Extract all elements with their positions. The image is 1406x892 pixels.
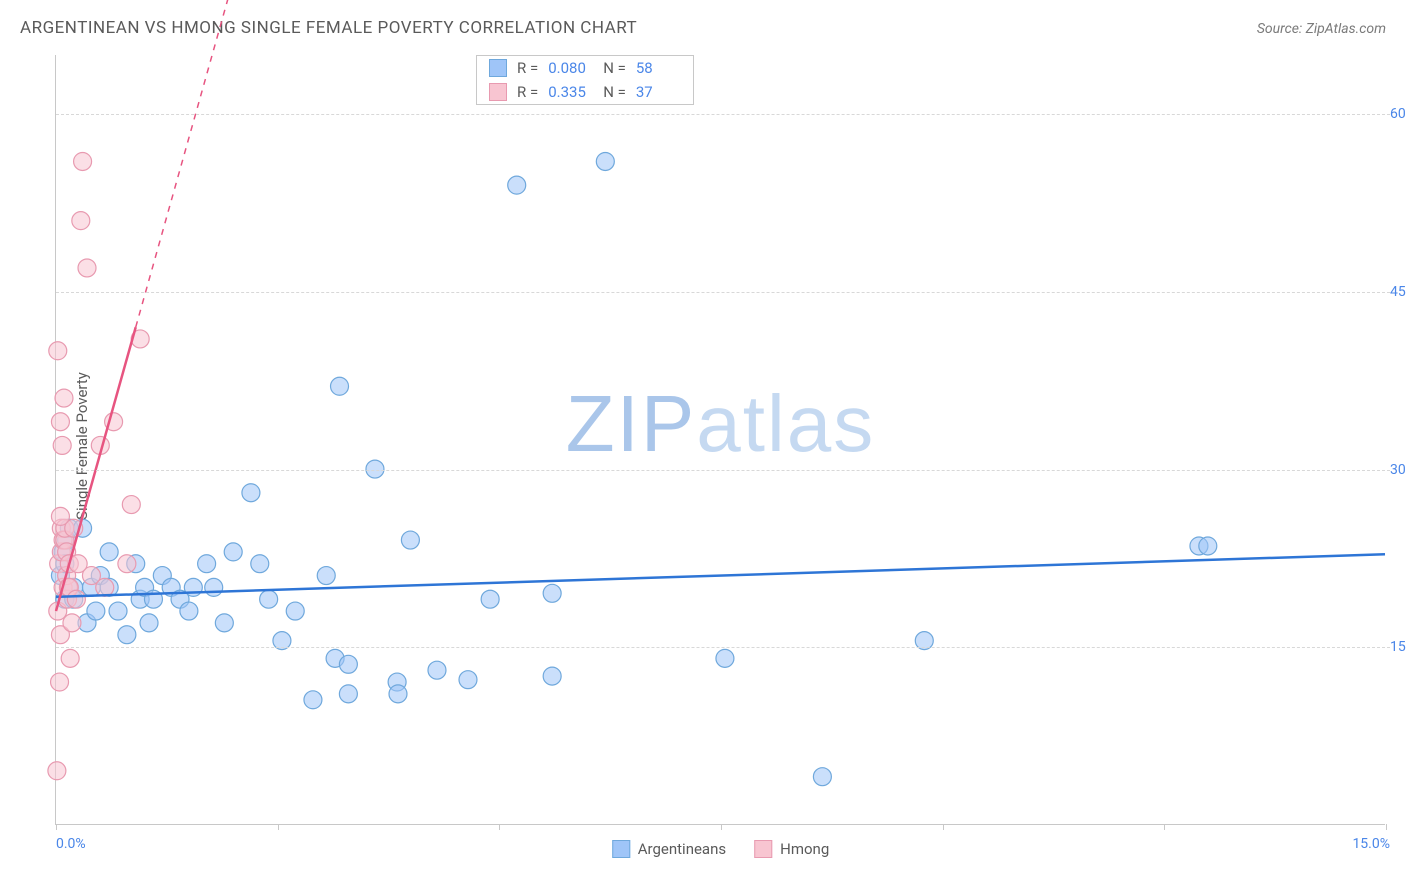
data-point	[428, 661, 446, 679]
x-tick	[56, 824, 57, 830]
data-point	[53, 436, 71, 454]
data-point	[339, 685, 357, 703]
source-credit: Source: ZipAtlas.com	[1257, 21, 1386, 37]
legend-label: Argentineans	[638, 840, 726, 858]
swatch-icon	[489, 83, 507, 101]
x-tick	[943, 824, 944, 830]
data-point	[215, 614, 233, 632]
data-point	[109, 602, 127, 620]
data-point	[78, 259, 96, 277]
y-tick-label: 30.0%	[1390, 462, 1406, 478]
plot-area: ZIPatlas R = 0.080N = 58R = 0.335N = 37 …	[55, 55, 1385, 825]
gridline	[56, 647, 1390, 648]
data-point	[286, 602, 304, 620]
data-point	[224, 543, 242, 561]
series-legend: Argentineans Hmong	[612, 840, 830, 858]
x-tick	[499, 824, 500, 830]
data-point	[198, 555, 216, 573]
data-point	[74, 152, 92, 170]
data-point	[67, 590, 85, 608]
n-value: 37	[636, 83, 681, 101]
chart-title: ARGENTINEAN VS HMONG SINGLE FEMALE POVER…	[20, 18, 637, 38]
x-tick-label: 0.0%	[56, 836, 86, 852]
data-point	[51, 507, 69, 525]
data-point	[242, 484, 260, 502]
data-point	[48, 762, 66, 780]
r-value: 0.335	[548, 83, 593, 101]
x-tick	[278, 824, 279, 830]
y-tick-label: 15.0%	[1390, 639, 1406, 655]
data-point	[140, 614, 158, 632]
data-point	[716, 649, 734, 667]
data-point	[1199, 537, 1217, 555]
x-tick	[721, 824, 722, 830]
stats-row: R = 0.080 N = 58	[477, 56, 693, 80]
stat-label: R =	[517, 59, 538, 77]
stats-legend: R = 0.080 N = 58 R = 0.335 N = 37	[476, 55, 694, 105]
data-point	[118, 626, 136, 644]
swatch-icon	[612, 840, 630, 858]
data-point	[61, 649, 79, 667]
swatch-icon	[489, 59, 507, 77]
data-point	[459, 671, 477, 689]
data-point	[51, 673, 69, 691]
data-point	[543, 667, 561, 685]
y-tick-label: 60.0%	[1390, 106, 1406, 122]
data-point	[339, 655, 357, 673]
data-point	[401, 531, 419, 549]
trend-line-dashed	[136, 0, 269, 327]
stats-row: R = 0.335 N = 37	[477, 80, 693, 104]
scatter-svg	[56, 55, 1385, 824]
swatch-icon	[754, 840, 772, 858]
x-tick	[1386, 824, 1387, 830]
gridline	[56, 292, 1390, 293]
data-point	[72, 212, 90, 230]
data-point	[389, 685, 407, 703]
stat-label: R =	[517, 83, 538, 101]
r-value: 0.080	[548, 59, 593, 77]
data-point	[55, 389, 73, 407]
legend-item: Argentineans	[612, 840, 726, 858]
gridline	[56, 114, 1390, 115]
data-point	[596, 152, 614, 170]
data-point	[481, 590, 499, 608]
data-point	[63, 614, 81, 632]
data-point	[87, 602, 105, 620]
x-tick	[1164, 824, 1165, 830]
data-point	[96, 578, 114, 596]
data-point	[543, 584, 561, 602]
y-tick-label: 45.0%	[1390, 284, 1406, 300]
data-point	[118, 555, 136, 573]
data-point	[122, 496, 140, 514]
legend-label: Hmong	[780, 840, 829, 858]
legend-item: Hmong	[754, 840, 829, 858]
data-point	[331, 377, 349, 395]
data-point	[508, 176, 526, 194]
data-point	[180, 602, 198, 620]
stat-label: N =	[603, 83, 626, 101]
data-point	[813, 768, 831, 786]
n-value: 58	[636, 59, 681, 77]
stat-label: N =	[603, 59, 626, 77]
x-tick-label: 15.0%	[1352, 836, 1390, 852]
data-point	[51, 413, 69, 431]
data-point	[317, 567, 335, 585]
data-point	[260, 590, 278, 608]
gridline	[56, 470, 1390, 471]
data-point	[304, 691, 322, 709]
data-point	[49, 342, 67, 360]
data-point	[205, 578, 223, 596]
data-point	[251, 555, 269, 573]
data-point	[100, 543, 118, 561]
